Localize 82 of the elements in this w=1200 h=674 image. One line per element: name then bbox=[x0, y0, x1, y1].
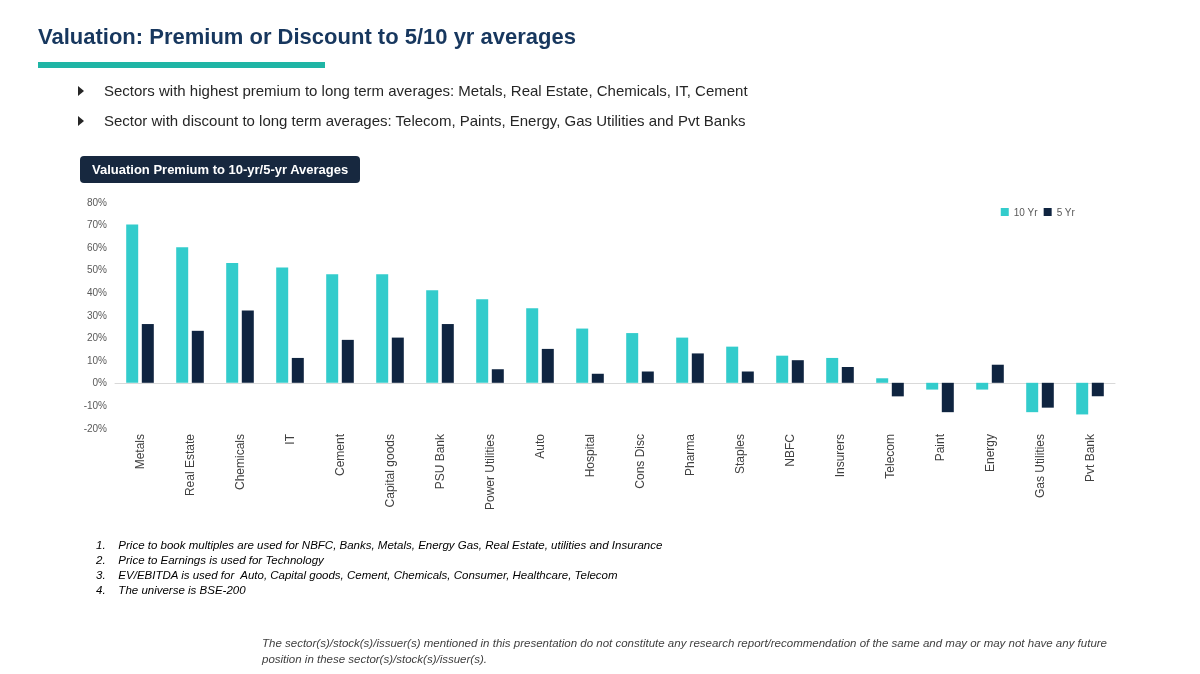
x-tick-label: Chemicals bbox=[233, 434, 247, 491]
x-tick-label: Auto bbox=[533, 433, 547, 459]
bar bbox=[691, 353, 704, 383]
x-tick-label: Insurers bbox=[833, 434, 847, 478]
x-tick-label: Energy bbox=[983, 434, 997, 473]
bar bbox=[1041, 382, 1054, 408]
bar bbox=[241, 310, 254, 383]
bar bbox=[326, 274, 339, 383]
bar bbox=[591, 373, 604, 383]
bar bbox=[141, 324, 154, 383]
x-tick-label: NBFC bbox=[783, 433, 797, 467]
y-tick-label: 50% bbox=[86, 264, 108, 276]
x-tick-label: Capital goods bbox=[383, 434, 397, 508]
y-tick-label: 60% bbox=[86, 241, 108, 253]
bar bbox=[376, 274, 389, 383]
bar bbox=[926, 382, 939, 390]
bar bbox=[1026, 382, 1039, 413]
bar bbox=[841, 366, 854, 383]
chart-subtitle: Valuation Premium to 10-yr/5-yr Averages bbox=[80, 156, 361, 183]
legend-label: 5 Yr bbox=[1056, 206, 1076, 218]
y-tick-label: -10% bbox=[83, 399, 108, 411]
bar bbox=[176, 247, 189, 383]
bar bbox=[791, 360, 804, 383]
bar bbox=[441, 324, 454, 383]
bar bbox=[876, 378, 889, 383]
text: 2. Price to Earnings is used for Technology bbox=[96, 553, 325, 568]
bar bbox=[726, 346, 739, 383]
text: The sector(s)/stock(s)/issuer(s) mentioned in this presentation do not constitute any research report/recommendation of the same and may or may not have any future position in these sector(s)/stock(s)/issuer(s). bbox=[262, 636, 1108, 667]
y-tick-label: 40% bbox=[86, 286, 108, 298]
x-tick-label: Cement bbox=[333, 433, 347, 477]
x-tick-label: Staples bbox=[733, 434, 747, 475]
bar bbox=[641, 371, 654, 383]
y-tick-label: 0% bbox=[92, 377, 108, 389]
y-tick-label: 10% bbox=[86, 354, 108, 366]
bar bbox=[1091, 382, 1104, 397]
y-tick-label: 70% bbox=[86, 219, 108, 231]
bar bbox=[276, 267, 289, 383]
bar bbox=[626, 333, 639, 383]
y-tick-label: 30% bbox=[86, 309, 108, 321]
x-tick-label: Cons Disc bbox=[633, 434, 647, 489]
text: 4. The universe is BSE-200 bbox=[96, 583, 247, 598]
text: 3. EV/EBITDA is used for Auto, Capital goods, Cement, Chemicals, Consumer, Healthcare, Telecom bbox=[96, 568, 619, 583]
x-tick-label: Telecom bbox=[883, 434, 897, 479]
text: Sector with discount to long term averages: Telecom, Paints, Energy, Gas Utilities and Pvt Banks bbox=[104, 112, 746, 129]
bar bbox=[291, 357, 304, 383]
bar bbox=[126, 224, 139, 383]
y-tick-label: -20% bbox=[83, 422, 108, 434]
bar bbox=[741, 371, 754, 383]
bar bbox=[391, 337, 404, 383]
y-tick-label: 20% bbox=[86, 332, 108, 344]
y-tick-label: 80% bbox=[86, 196, 108, 208]
x-tick-label: Gas Utilities bbox=[1033, 434, 1047, 499]
x-tick-label: Power Utilities bbox=[483, 434, 497, 511]
bar bbox=[526, 308, 539, 383]
bar bbox=[676, 337, 689, 383]
bar bbox=[1076, 382, 1089, 415]
bar bbox=[426, 290, 439, 383]
bar bbox=[491, 369, 504, 383]
bar bbox=[976, 382, 989, 390]
x-tick-label: Real Estate bbox=[183, 433, 197, 497]
bar bbox=[341, 339, 354, 383]
x-tick-label: Pvt Bank bbox=[1083, 433, 1097, 483]
bar bbox=[826, 357, 839, 383]
bar bbox=[541, 348, 554, 383]
chart-title: Valuation: Premium or Discount to 5/10 yr averages bbox=[38, 24, 576, 50]
x-tick-label: Metals bbox=[133, 434, 147, 470]
bar bbox=[776, 355, 789, 383]
x-tick-label: Pharma bbox=[683, 433, 697, 477]
x-tick-label: IT bbox=[283, 433, 297, 445]
bar bbox=[941, 382, 954, 413]
x-tick-label: PSU Bank bbox=[433, 433, 447, 490]
bar bbox=[991, 364, 1004, 383]
text: 1. Price to book multiples are used for NBFC, Banks, Metals, Energy Gas, Real Estate, utilities and Insurance bbox=[96, 538, 663, 553]
bar bbox=[576, 328, 589, 383]
x-tick-label: Hospital bbox=[583, 434, 597, 478]
x-tick-label: Paint bbox=[933, 433, 947, 462]
bar bbox=[891, 382, 904, 397]
bar bbox=[476, 299, 489, 383]
bar bbox=[226, 263, 239, 383]
bar bbox=[191, 330, 204, 383]
legend-label: 10 Yr bbox=[1013, 206, 1039, 218]
text: Sectors with highest premium to long term averages: Metals, Real Estate, Chemicals, IT, Cement bbox=[104, 82, 748, 99]
